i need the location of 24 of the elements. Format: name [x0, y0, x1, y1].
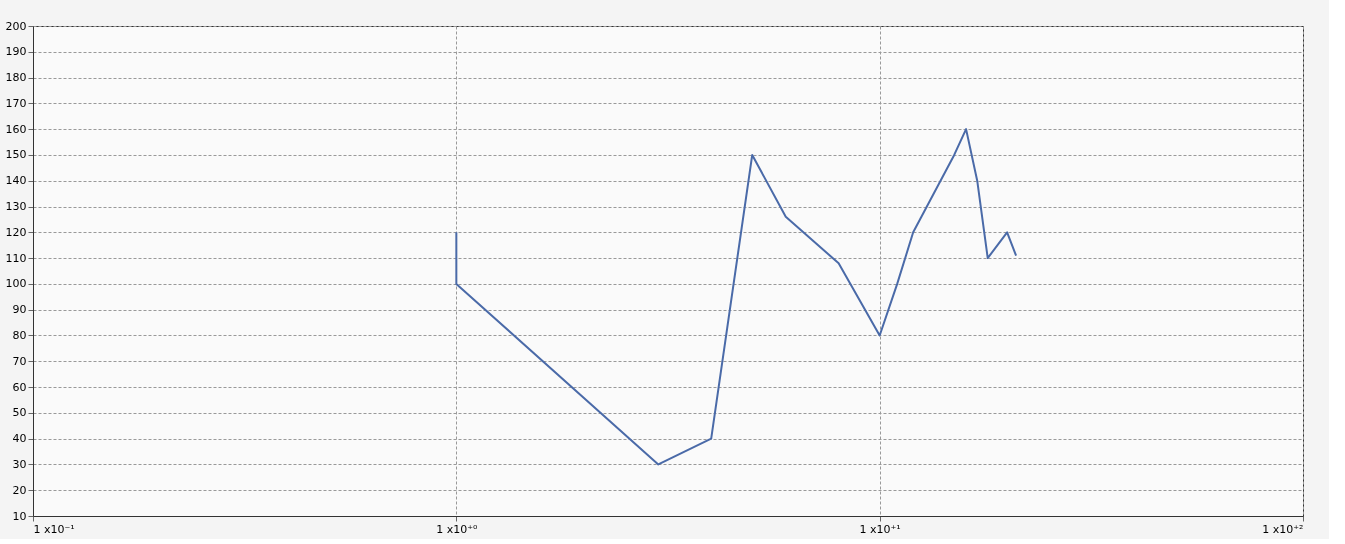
y-tick-label: 90: [12, 303, 27, 317]
y-tick-label: 100: [5, 277, 27, 291]
y-tick-label: 40: [12, 432, 27, 446]
x-tick-label: 1 x10⁻¹: [33, 522, 75, 536]
y-tick-label: 160: [5, 122, 27, 136]
y-tick-label: 170: [5, 96, 27, 110]
y-tick-label: 80: [12, 328, 27, 342]
y-tick-label: 140: [5, 174, 27, 188]
y-tick-label: 190: [5, 45, 27, 59]
y-tick-label: 180: [5, 71, 27, 85]
y-tick-label: 30: [12, 457, 27, 471]
y-tick-label: 110: [5, 251, 27, 265]
y-tick-label: 70: [12, 354, 27, 368]
y-tick-label: 50: [12, 406, 27, 420]
x-tick-label: 1 x10⁺⁰: [436, 522, 479, 536]
y-tick-label: 60: [12, 380, 27, 394]
x-tick-label: 1 x10⁺¹: [859, 522, 901, 536]
y-tick-label: 150: [5, 148, 27, 162]
y-tick-label: 130: [5, 200, 27, 214]
y-tick-label: 10: [12, 509, 27, 523]
y-tick-label: 120: [5, 225, 27, 239]
x-tick-label: 1 x10⁺²: [1262, 522, 1304, 536]
y-tick-label: 200: [5, 19, 27, 33]
y-tick-label: 20: [12, 483, 27, 497]
